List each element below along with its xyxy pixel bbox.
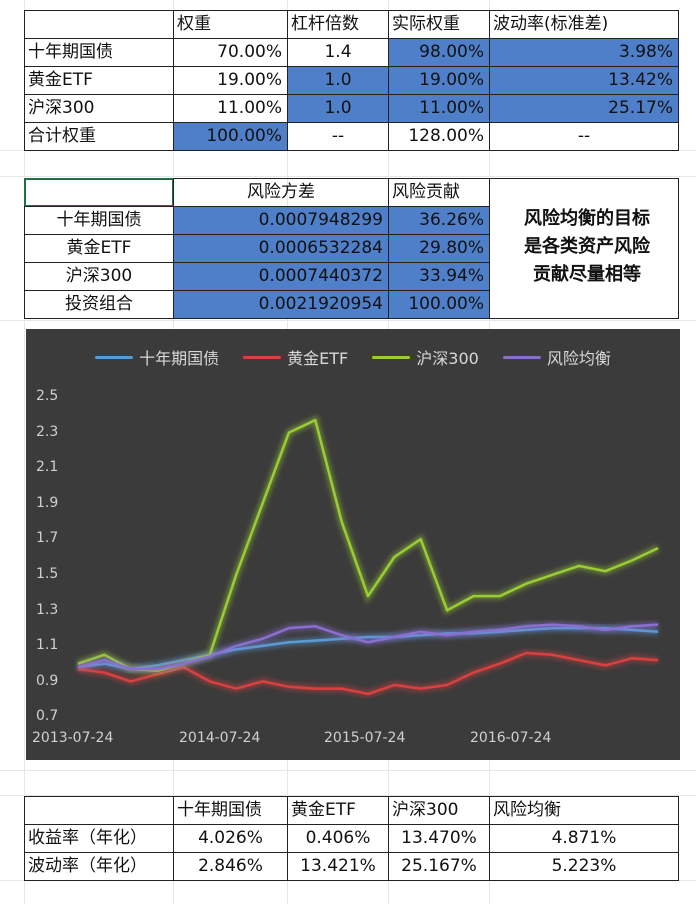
y-tick-label: 0.7 [36, 708, 59, 724]
series-line-2 [77, 418, 659, 673]
header-weight[interactable]: 权重 [173, 10, 288, 39]
row-label[interactable]: 黄金ETF [24, 66, 174, 95]
row-label[interactable]: 收益率（年化） [24, 824, 174, 853]
actual-weight-cell[interactable]: 19.00% [388, 66, 490, 95]
value-cell[interactable]: 13.421% [287, 852, 389, 881]
leverage-cell[interactable]: 1.0 [287, 66, 389, 95]
x-tick-label: 2013-07-24 [32, 730, 114, 746]
gridline [0, 176, 696, 177]
variance-cell[interactable]: 0.0021920954 [173, 290, 389, 319]
header-asset[interactable]: 黄金ETF [287, 796, 389, 825]
variance-cell[interactable]: 0.0006532284 [173, 234, 389, 263]
header-actual-weight[interactable]: 实际权重 [388, 10, 490, 39]
selected-cell[interactable] [24, 178, 174, 207]
corner-cell[interactable] [24, 10, 174, 39]
contribution-cell[interactable]: 36.26% [388, 206, 490, 235]
header-leverage[interactable]: 杠杆倍数 [287, 10, 389, 39]
weight-cell[interactable]: 19.00% [173, 66, 288, 95]
series-glow [76, 415, 660, 675]
value-cell[interactable]: 4.871% [489, 824, 679, 853]
gridline [0, 770, 696, 771]
series-line-3 [77, 623, 659, 671]
note-line: 贡献尽量相等 [533, 264, 641, 285]
row-label[interactable]: 投资组合 [24, 290, 174, 319]
y-tick-label: 1.1 [36, 637, 59, 653]
header-volatility[interactable]: 波动率(标准差) [489, 10, 679, 39]
y-tick-label: 1.5 [36, 566, 59, 582]
contribution-cell[interactable]: 29.80% [388, 234, 490, 263]
header-variance[interactable]: 风险方差 [173, 178, 389, 207]
variance-cell[interactable]: 0.0007440372 [173, 262, 389, 291]
legend-item: 十年期国债 [95, 345, 219, 369]
legend-swatch [95, 355, 134, 359]
value-cell[interactable]: 5.223% [489, 852, 679, 881]
x-tick-label: 2015-07-24 [324, 730, 406, 746]
row-label[interactable]: 沪深300 [24, 262, 174, 291]
legend-label: 黄金ETF [287, 349, 349, 368]
chart-legend: 十年期国债 黄金ETF 沪深300 风险均衡 [26, 345, 680, 369]
actual-weight-cell[interactable]: 98.00% [388, 38, 490, 67]
header-contribution[interactable]: 风险贡献 [388, 178, 490, 207]
legend-item: 沪深300 [372, 345, 479, 369]
y-tick-label: 2.1 [36, 459, 59, 475]
legend-swatch [372, 355, 411, 359]
plot-area [76, 415, 660, 698]
gridline [0, 320, 696, 321]
actual-weight-cell[interactable]: 11.00% [388, 94, 490, 123]
leverage-cell[interactable]: 1.0 [287, 94, 389, 123]
note-line: 风险均衡的目标 [524, 208, 650, 229]
header-asset[interactable]: 沪深300 [388, 796, 490, 825]
leverage-cell[interactable]: -- [287, 122, 389, 151]
variance-cell[interactable]: 0.0007948299 [173, 206, 389, 235]
row-label[interactable]: 黄金ETF [24, 234, 174, 263]
performance-chart[interactable]: 十年期国债 黄金ETF 沪深300 风险均衡 2.5 2.3 2.1 1.9 1… [26, 329, 680, 760]
y-tick-label: 1.3 [36, 602, 59, 618]
contribution-cell[interactable]: 100.00% [388, 290, 490, 319]
row-label[interactable]: 沪深300 [24, 94, 174, 123]
leverage-cell[interactable]: 1.4 [287, 38, 389, 67]
actual-weight-cell[interactable]: 128.00% [388, 122, 490, 151]
legend-item: 黄金ETF [243, 345, 348, 369]
gridline [24, 0, 25, 904]
corner-cell[interactable] [24, 796, 174, 825]
y-tick-label: 2.3 [36, 424, 59, 440]
value-cell[interactable]: 25.167% [388, 852, 490, 881]
y-tick-label: 2.5 [36, 388, 59, 404]
weight-cell[interactable]: 70.00% [173, 38, 288, 67]
note-line: 是各类资产风险 [524, 236, 650, 257]
risk-parity-note: 风险均衡的目标 是各类资产风险 贡献尽量相等 [492, 205, 682, 289]
legend-swatch [243, 355, 282, 359]
x-tick-label: 2016-07-24 [470, 730, 552, 746]
y-tick-label: 1.7 [36, 530, 59, 546]
x-tick-label: 2014-07-24 [179, 730, 261, 746]
volatility-cell[interactable]: 13.42% [489, 66, 679, 95]
legend-label: 风险均衡 [546, 349, 611, 368]
value-cell[interactable]: 2.846% [173, 852, 288, 881]
row-label[interactable]: 波动率（年化） [24, 852, 174, 881]
contribution-cell[interactable]: 33.94% [388, 262, 490, 291]
y-tick-label: 1.9 [36, 495, 59, 511]
legend-label: 十年期国债 [139, 349, 220, 368]
weight-cell[interactable]: 100.00% [173, 122, 288, 151]
volatility-cell[interactable]: 25.17% [489, 94, 679, 123]
legend-label: 沪深300 [416, 349, 479, 368]
volatility-cell[interactable]: -- [489, 122, 679, 151]
row-label[interactable]: 十年期国债 [24, 38, 174, 67]
weight-cell[interactable]: 11.00% [173, 94, 288, 123]
legend-item: 风险均衡 [502, 345, 611, 369]
row-label[interactable]: 十年期国债 [24, 206, 174, 235]
series-line-1 [77, 651, 659, 696]
header-asset[interactable]: 十年期国债 [173, 796, 288, 825]
y-tick-label: 0.9 [36, 673, 59, 689]
value-cell[interactable]: 13.470% [388, 824, 490, 853]
volatility-cell[interactable]: 3.98% [489, 38, 679, 67]
header-asset[interactable]: 风险均衡 [489, 796, 679, 825]
value-cell[interactable]: 4.026% [173, 824, 288, 853]
gridline [0, 795, 696, 796]
legend-swatch [502, 355, 541, 359]
value-cell[interactable]: 0.406% [287, 824, 389, 853]
row-label[interactable]: 合计权重 [24, 122, 174, 151]
